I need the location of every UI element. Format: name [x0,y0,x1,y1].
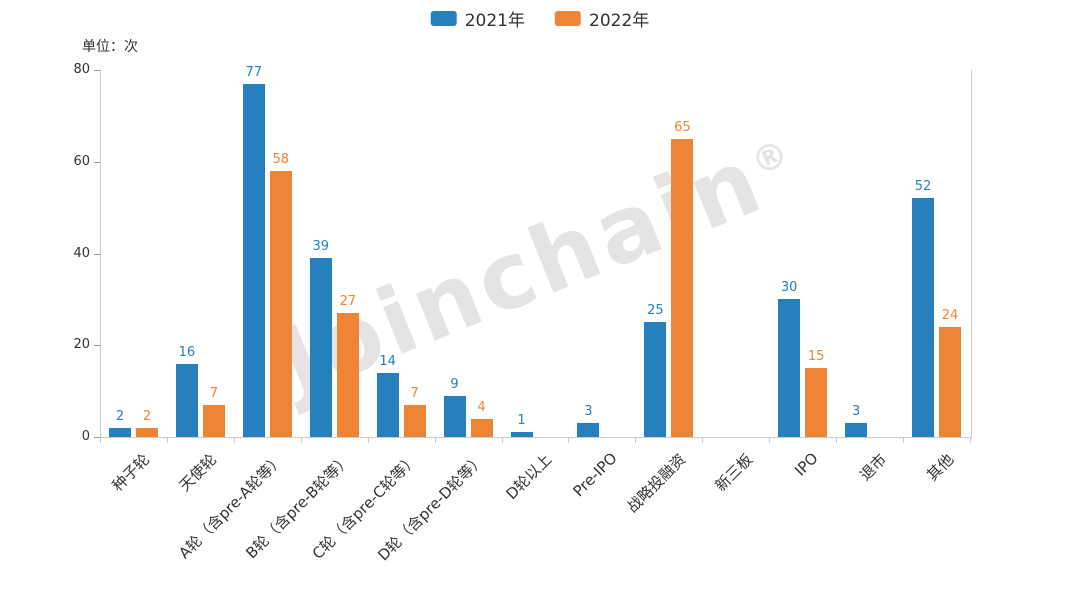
bar-2021年-IPO[interactable] [778,299,801,437]
bar-value-label: 77 [245,64,263,80]
y-tick-label: 60 [73,153,90,169]
x-tick-mark [434,437,436,443]
legend-label: 2022年 [589,11,650,31]
bar-2022年-A轮（含pre-A轮等）[interactable] [269,170,292,437]
y-axis-unit-label: 单位：次 [82,39,138,55]
bar-value-label: 7 [410,385,419,401]
bar-value-label: 15 [807,349,825,365]
legend-item-2022年[interactable]: 2022年 [555,6,649,31]
plot-area [100,70,972,438]
x-tick-mark [769,437,771,443]
y-tick-mark [94,161,100,163]
bar-value-label: 58 [272,151,290,167]
bar-value-label: 2 [115,408,125,424]
legend-swatch-icon [555,11,581,26]
chart-legend: 2021年 2022年 [430,6,649,31]
bar-2021年-种子轮[interactable] [108,427,131,437]
bar-2021年-战略投融资[interactable] [644,322,667,437]
bar-value-label: 3 [851,404,861,420]
y-tick-label: 0 [81,429,90,444]
bar-value-label: 3 [584,404,593,420]
bar-2021年-天使轮[interactable] [175,363,198,437]
bar-value-label: 16 [178,344,196,360]
x-tick-mark [635,437,637,443]
y-tick-mark [94,345,100,347]
x-tick-mark [300,437,302,443]
bar-2021年-D轮（含pre-D轮等）[interactable] [443,395,466,437]
x-tick-mark [166,437,168,443]
bar-value-label: 52 [914,179,932,195]
y-tick-mark [94,70,100,71]
legend-item-2021年[interactable]: 2021年 [430,6,525,31]
bar-2022年-种子轮[interactable] [135,427,158,437]
bar-value-label: 4 [477,399,486,415]
bar-2022年-战略投融资[interactable] [671,138,694,437]
x-tick-mark [836,437,838,443]
x-tick-mark [903,437,905,443]
bar-value-label: 9 [450,376,459,392]
bar-value-label: 1 [517,413,526,429]
bar-value-label: 27 [339,294,356,310]
y-tick-mark [94,253,100,255]
bar-value-label: 24 [941,307,959,323]
x-tick-mark [501,437,503,443]
bar-2021年-其他[interactable] [912,198,935,437]
x-tick-mark [233,437,235,443]
bar-2022年-IPO[interactable] [805,368,828,437]
bar-2022年-其他[interactable] [939,326,962,437]
bar-2021年-C轮（含pre-C轮等）[interactable] [376,372,399,437]
bar-2021年-A轮（含pre-A轮等）[interactable] [242,83,265,437]
bar-2022年-D轮（含pre-D轮等）[interactable] [470,418,493,437]
bar-2021年-Pre-IPO[interactable] [577,423,600,437]
x-tick-mark [100,437,101,443]
y-tick-label: 40 [73,245,90,261]
bar-value-label: 14 [379,353,396,369]
x-tick-mark [702,437,704,443]
x-tick-mark [568,437,570,443]
bar-2021年-D轮以上[interactable] [510,432,533,437]
legend-label: 2021年 [464,11,525,31]
legend-swatch-icon [430,11,457,26]
bar-2022年-B轮（含pre-B轮等）[interactable] [336,313,359,437]
bar-2021年-B轮（含pre-B轮等）[interactable] [309,258,332,437]
y-tick-mark [94,437,100,438]
bar-value-label: 2 [142,408,152,424]
x-tick-mark [367,437,369,443]
bar-value-label: 65 [674,119,691,135]
bar-value-label: 39 [312,239,329,255]
y-tick-label: 80 [73,62,90,77]
y-tick-label: 20 [73,337,90,353]
bar-value-label: 25 [647,303,664,319]
bar-2021年-退市[interactable] [845,423,868,437]
bar-value-label: 7 [209,385,219,401]
x-tick-mark [970,437,971,443]
bar-2022年-天使轮[interactable] [202,404,225,437]
bar-2022年-C轮（含pre-C轮等）[interactable] [403,404,426,437]
bar-value-label: 30 [780,280,798,296]
